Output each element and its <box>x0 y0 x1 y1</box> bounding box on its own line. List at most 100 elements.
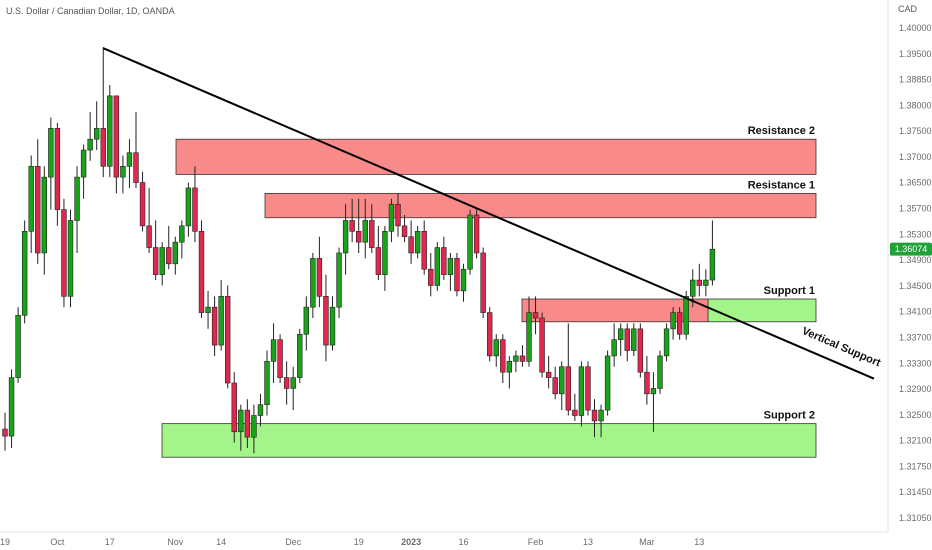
price-tick-label: 1.37000 <box>899 152 932 162</box>
resistance-1-zone <box>264 192 817 219</box>
time-tick-label: 13 <box>583 537 593 547</box>
candle-up <box>238 409 244 433</box>
candle-up <box>467 214 473 270</box>
price-tick-label: 1.38000 <box>899 100 932 110</box>
candle-up <box>218 296 224 346</box>
candle-up <box>493 339 499 357</box>
candle-down <box>408 236 414 254</box>
candle-down <box>591 409 598 422</box>
candle-down <box>519 355 526 362</box>
candle-down <box>225 296 231 384</box>
price-tick-label: 1.31050 <box>899 513 932 523</box>
candle-up <box>657 355 663 389</box>
candle-down <box>283 377 290 389</box>
price-axis[interactable]: 1.40000 1.39500 1.38850 1.38000 1.37500 1.370… <box>899 23 932 523</box>
candle-up <box>107 95 113 167</box>
time-tick-label: Dec <box>285 537 302 547</box>
candle-up <box>251 415 257 438</box>
zones-layer: Resistance 2 Resistance 1 Support 1 Support… <box>161 125 817 458</box>
price-tick-label: 1.34100 <box>899 307 932 317</box>
price-tick-label: 1.33700 <box>899 332 932 342</box>
candle-up <box>526 312 532 362</box>
current-price-value: 1.36074 <box>895 244 928 254</box>
time-tick-label: 16 <box>458 537 468 547</box>
candle-down <box>637 328 644 373</box>
time-tick-label: 19 <box>354 537 364 547</box>
candle-up <box>310 258 316 308</box>
time-tick-label: 2023 <box>401 537 421 547</box>
candle-down <box>231 382 237 433</box>
candles-layer <box>2 47 716 454</box>
candle-up <box>257 404 264 416</box>
candle-up <box>179 225 185 243</box>
candle-up <box>28 165 34 232</box>
symbol-title: U.S. Dollar / Canadian Dollar, 1D, OANDA <box>6 6 175 16</box>
current-price-tag: 1.36074 <box>890 242 932 256</box>
price-tick-label: 1.32900 <box>899 384 932 394</box>
candle-down <box>2 428 8 437</box>
candle-down <box>401 225 408 238</box>
time-tick-label: 17 <box>105 537 115 547</box>
support-2-zone <box>161 423 817 458</box>
price-tick-label: 1.33300 <box>899 358 932 368</box>
candle-down <box>35 165 41 254</box>
price-tick-label: 1.34900 <box>899 255 932 265</box>
candle-up <box>94 128 100 140</box>
candle-up <box>611 339 617 357</box>
candle-down <box>375 247 382 275</box>
candle-down <box>572 409 578 416</box>
resistance-1-label: Resistance 1 <box>748 179 815 191</box>
candle-down <box>624 328 630 351</box>
candle-up <box>8 377 15 437</box>
candle-down <box>316 258 323 297</box>
candle-up <box>172 241 178 265</box>
candle-down <box>192 187 198 232</box>
candle-down <box>166 247 172 265</box>
candle-up <box>447 258 454 275</box>
candle-up <box>617 328 624 340</box>
candle-down <box>152 247 159 275</box>
candle-down <box>565 366 572 411</box>
candle-up <box>159 247 165 275</box>
support-1-label: Support 1 <box>764 285 815 297</box>
currency-label: CAD <box>898 4 918 14</box>
candle-down <box>454 258 460 292</box>
candle-up <box>297 333 303 378</box>
candle-up <box>604 355 611 411</box>
candle-down <box>100 128 106 167</box>
price-tick-label: 1.40000 <box>899 23 932 33</box>
candle-up <box>48 128 54 178</box>
candle-down <box>133 152 139 183</box>
candle-up <box>434 247 440 286</box>
time-axis[interactable]: 19 Oct 17 Nov 14 Dec 19 2023 16 Feb 13 Mar 13 <box>0 537 704 547</box>
candle-up <box>290 377 296 389</box>
candle-down <box>277 339 283 378</box>
resistance-2-label: Resistance 2 <box>748 125 815 137</box>
candle-up <box>336 252 342 308</box>
candle-down <box>676 312 683 335</box>
current-price-tag-bg <box>890 242 932 256</box>
candle-down <box>428 268 434 286</box>
price-tick-label: 1.39500 <box>899 49 932 59</box>
candle-up <box>41 176 48 254</box>
candle-up <box>559 366 565 395</box>
candle-up <box>87 138 93 151</box>
price-tick-label: 1.35300 <box>899 229 932 239</box>
candle-up <box>388 203 395 232</box>
candle-down <box>473 214 480 254</box>
candle-down <box>211 306 218 346</box>
price-tick-label: 1.35700 <box>899 204 932 214</box>
candle-up <box>15 314 21 378</box>
candle-up <box>264 361 270 405</box>
candle-up <box>21 231 28 316</box>
price-tick-label: 1.37500 <box>899 126 932 136</box>
candle-up <box>683 296 689 335</box>
candle-up <box>513 355 519 362</box>
candle-up <box>690 279 696 297</box>
candle-down <box>146 225 152 248</box>
candle-up <box>270 339 277 362</box>
resistance-box-in-range <box>521 298 709 323</box>
candle-up <box>650 388 657 395</box>
